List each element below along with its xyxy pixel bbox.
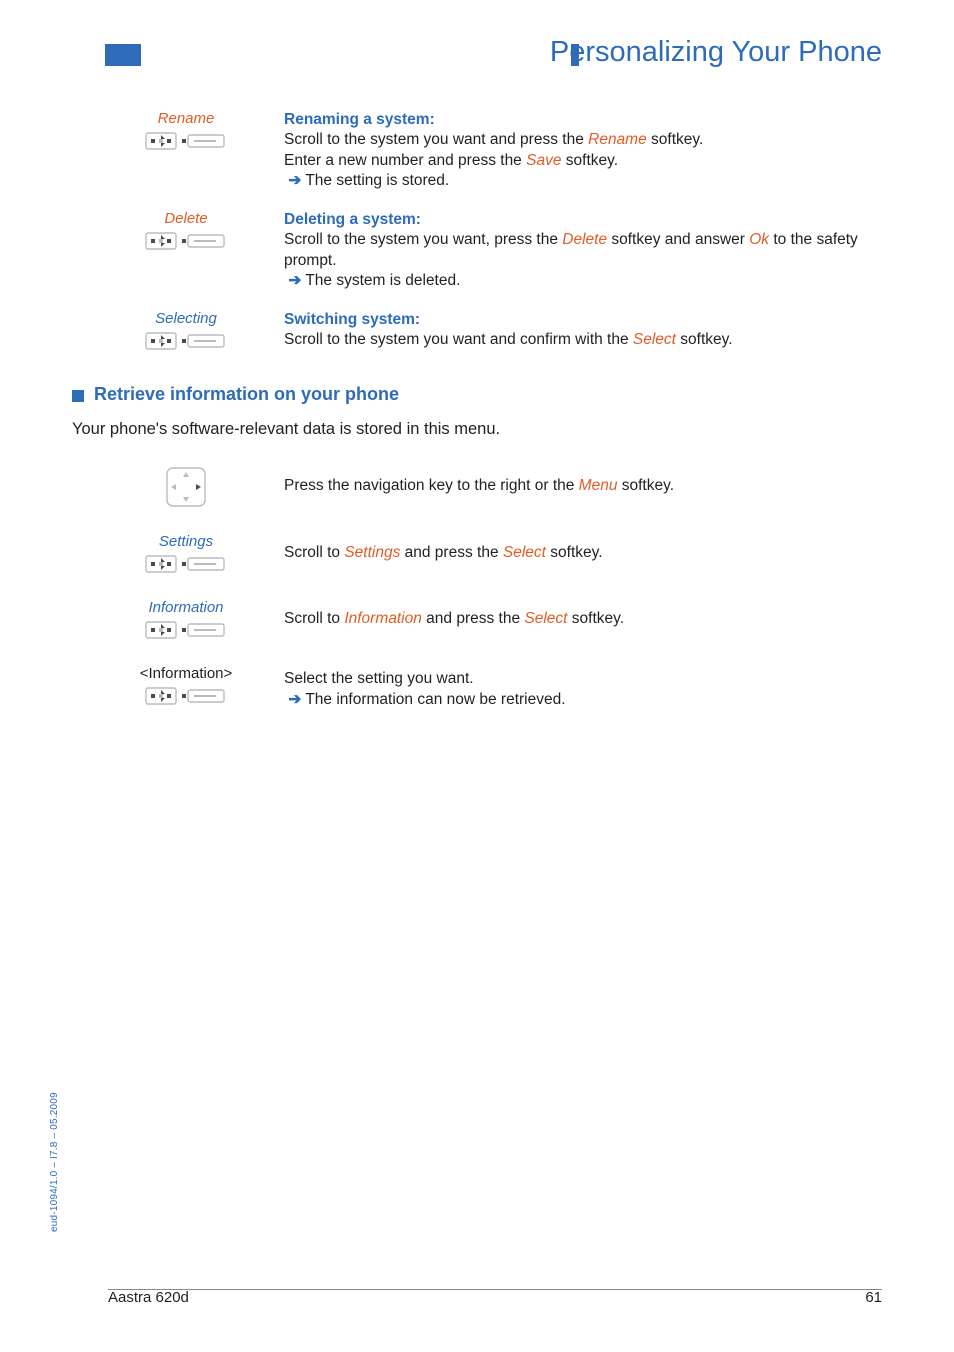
step-select-info: <Information> Select the setting you wan… [108,665,882,713]
step-text: Select the setting you want. ➔ The infor… [284,665,882,713]
nav-softkey-icon [144,129,228,153]
step-label: Delete [108,210,264,227]
nav-softkey-icon [144,552,228,576]
page-header: Personalizing Your Phone [0,36,954,76]
result-arrow-icon: ➔ [288,172,301,189]
step-label: <Information> [108,665,264,682]
nav-softkey-icon [144,329,228,353]
step-text: Renaming a system: Scroll to the system … [284,110,882,192]
step-line: Enter a new number and press the Save so… [284,152,618,169]
step-information: Information Scroll to Information and pr… [108,599,882,647]
result-arrow-icon: ➔ [288,272,301,289]
step-label-col [108,464,284,515]
nav-softkey-icon [144,229,228,253]
step-text: Deleting a system: Scroll to the system … [284,210,882,292]
step-text: Press the navigation key to the right or… [284,464,882,515]
step-line: Scroll to the system you want and confir… [284,331,733,348]
step-label-col: Selecting [108,310,284,358]
step-navkey: Press the navigation key to the right or… [108,464,882,515]
step-label: Rename [108,110,264,127]
step-heading: Deleting a system: [284,211,421,228]
footer-page-number: 61 [865,1289,882,1306]
step-line: Scroll to the system you want, press the… [284,231,858,268]
step-line: Scroll to the system you want and press … [284,131,703,148]
step-label-col: Settings [108,533,284,581]
footer-product: Aastra 620d [108,1289,189,1306]
step-label-col: Rename [108,110,284,192]
step-label: Settings [108,533,264,550]
step-label: Selecting [108,310,264,327]
step-selecting: Selecting Switching system: Scroll to th… [108,310,882,358]
page-footer: Aastra 620d 61 [0,1289,954,1306]
section-title: Retrieve information on your phone [94,384,399,405]
result-arrow-icon: ➔ [288,691,301,708]
navigation-key-icon [163,464,209,510]
page-title: Personalizing Your Phone [550,36,882,69]
section-heading: Retrieve information on your phone [72,384,882,405]
step-heading: Renaming a system: [284,111,435,128]
header-accent-bar [105,44,141,66]
step-heading: Switching system: [284,311,420,328]
step-label-col: <Information> [108,665,284,713]
nav-softkey-icon [144,618,228,642]
step-result: The information can now be retrieved. [305,691,565,708]
step-rename: Rename Renaming a system: Scroll to the … [108,110,882,192]
step-label-col: Delete [108,210,284,292]
step-result: The system is deleted. [305,272,460,289]
section-bullet-icon [72,390,84,402]
step-text: Switching system: Scroll to the system y… [284,310,882,358]
step-label-col: Information [108,599,284,647]
document-id: eud-1094/1.0 – I7.8 – 05.2009 [49,1092,60,1232]
step-delete: Delete Deleting a system: Scroll to the … [108,210,882,292]
step-label: Information [108,599,264,616]
section-intro: Your phone's software-relevant data is s… [72,419,882,440]
content-area: Rename Renaming a system: Scroll to the … [108,110,882,731]
step-text: Scroll to Settings and press the Select … [284,533,882,581]
step-text: Scroll to Information and press the Sele… [284,599,882,647]
step-result: The setting is stored. [305,172,449,189]
step-settings: Settings Scroll to Settings and press th… [108,533,882,581]
nav-softkey-icon [144,684,228,708]
